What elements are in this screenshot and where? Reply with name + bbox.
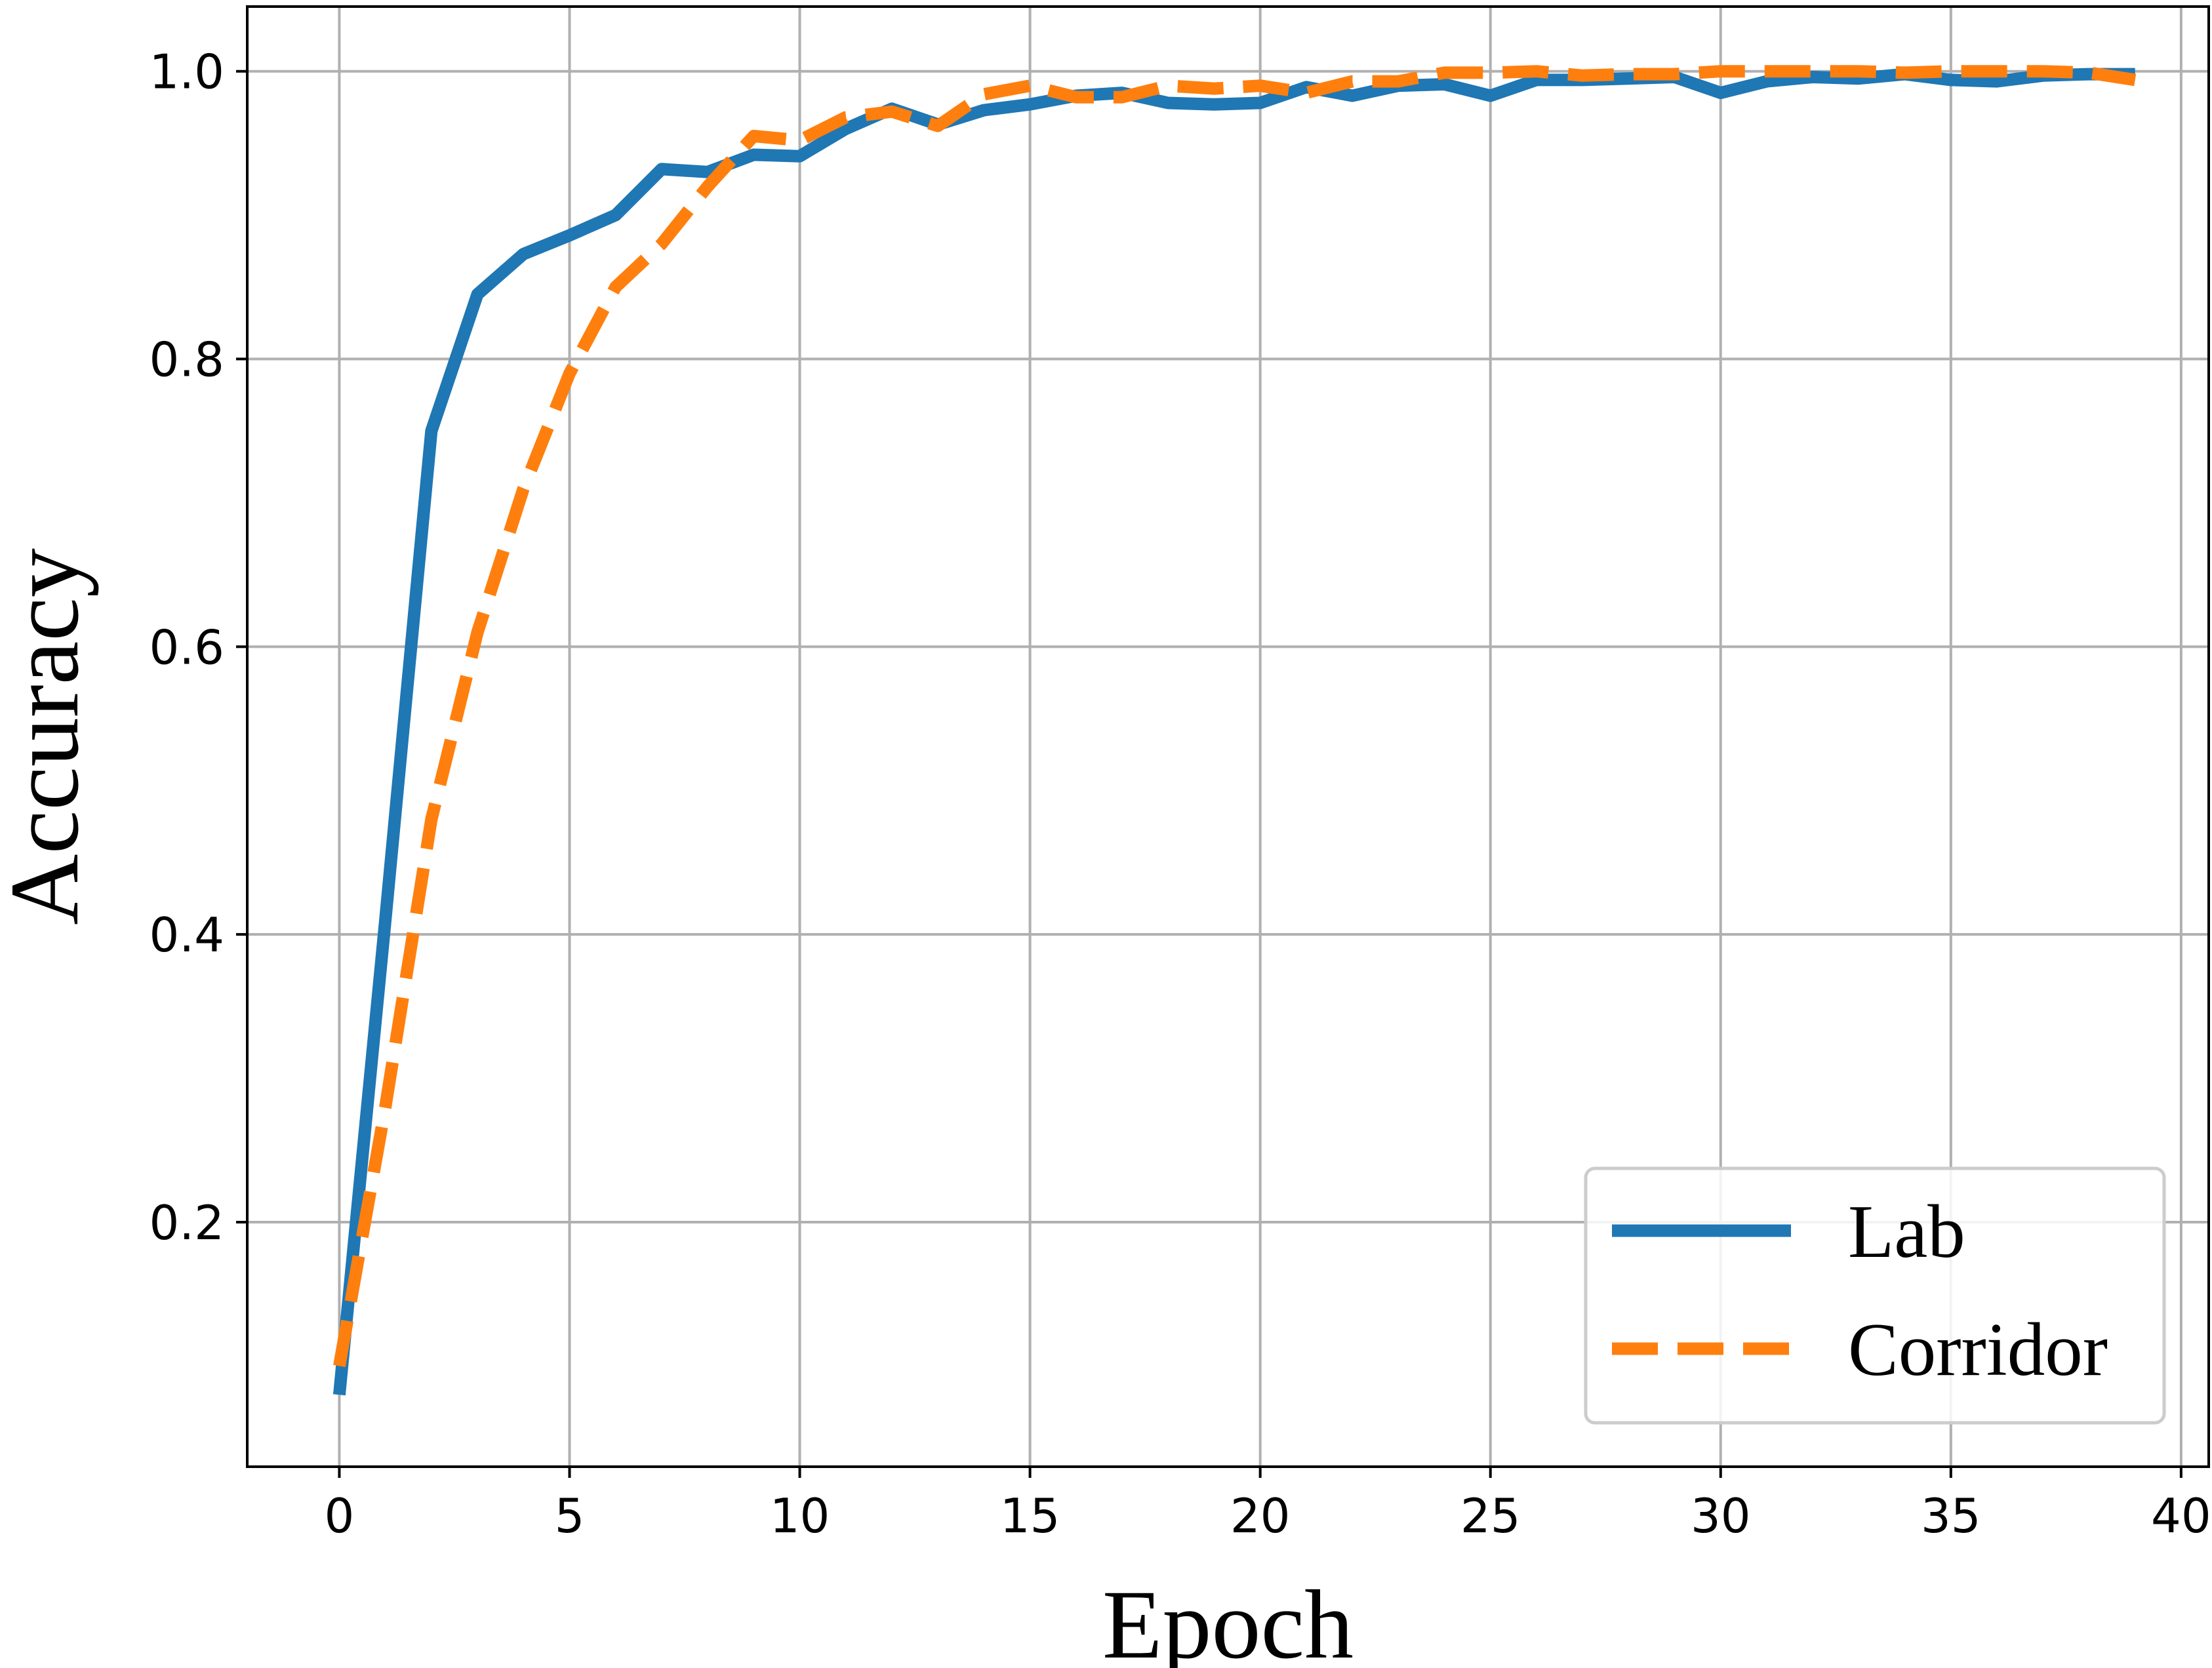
- y-tick-label: 1.0: [149, 45, 224, 100]
- legend-label-lab: Lab: [1848, 1190, 1965, 1273]
- y-tick-label: 0.4: [149, 907, 224, 963]
- y-tick-label: 0.6: [149, 620, 224, 675]
- y-tick-label: 0.2: [149, 1195, 224, 1250]
- y-axis-ticks: 0.2 0.4 0.6 0.8 1.0: [149, 45, 247, 1250]
- legend: Lab Corridor: [1584, 1166, 2166, 1425]
- x-tick-label: 40: [2151, 1488, 2211, 1543]
- legend-label-corridor: Corridor: [1848, 1308, 2108, 1391]
- x-tick-label: 15: [1000, 1488, 1060, 1543]
- x-tick-label: 20: [1230, 1488, 1291, 1543]
- x-tick-label: 10: [770, 1488, 830, 1543]
- y-tick-label: 0.8: [149, 332, 224, 387]
- series-layer: [332, 65, 2137, 1396]
- x-tick-label: 0: [325, 1488, 355, 1543]
- series-line-lab: [332, 68, 2135, 1396]
- y-axis-title: Accuracy: [0, 548, 99, 925]
- x-axis-title: Epoch: [1102, 1570, 1354, 1668]
- x-tick-label: 5: [555, 1488, 585, 1543]
- x-axis-ticks: 0 5 10 15 20 25 30 35 40: [325, 1467, 2211, 1543]
- x-tick-label: 25: [1460, 1488, 1521, 1543]
- plot-frame: [246, 5, 2210, 1468]
- series-line-corridor: [333, 65, 2137, 1368]
- x-tick-label: 30: [1691, 1488, 1751, 1543]
- x-tick-label: 35: [1921, 1488, 1981, 1543]
